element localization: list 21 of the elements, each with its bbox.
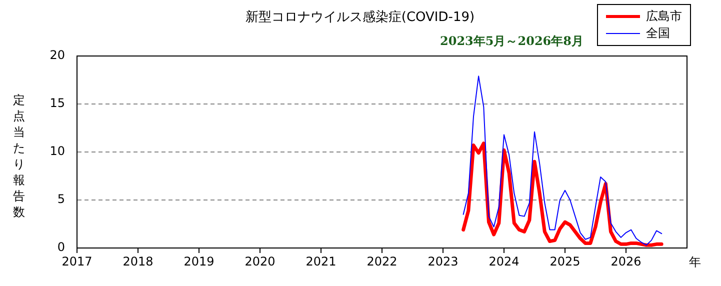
x-tick-label: 2022	[366, 254, 398, 268]
x-tick-label: 2018	[122, 254, 154, 268]
x-tick-label: 2019	[184, 254, 214, 268]
x-tick-label: 2024	[488, 254, 520, 268]
x-tick-label: 2020	[244, 254, 276, 268]
y-axis-title: 定点当たり報告数	[12, 92, 26, 220]
legend-label: 全国	[646, 25, 670, 42]
y-tick-label: 20	[50, 48, 65, 62]
chart-subtitle: 2023年5月～2026年8月	[440, 33, 584, 50]
legend-label: 広島市	[646, 8, 682, 25]
y-tick-label: 10	[50, 144, 65, 158]
x-tick-label: 2021	[306, 254, 336, 268]
y-tick-label: 15	[50, 96, 65, 110]
x-tick-label: 2026	[610, 254, 642, 268]
chart-title: 新型コロナウイルス感染症(COVID-19)	[244, 9, 476, 26]
x-axis-title: 年	[689, 254, 701, 271]
x-tick-label: 2017	[62, 254, 92, 268]
y-tick-label: 0	[57, 240, 65, 254]
y-tick-label: 5	[57, 192, 65, 206]
x-tick-label: 2023	[428, 254, 458, 268]
x-tick-label: 2025	[550, 254, 580, 268]
